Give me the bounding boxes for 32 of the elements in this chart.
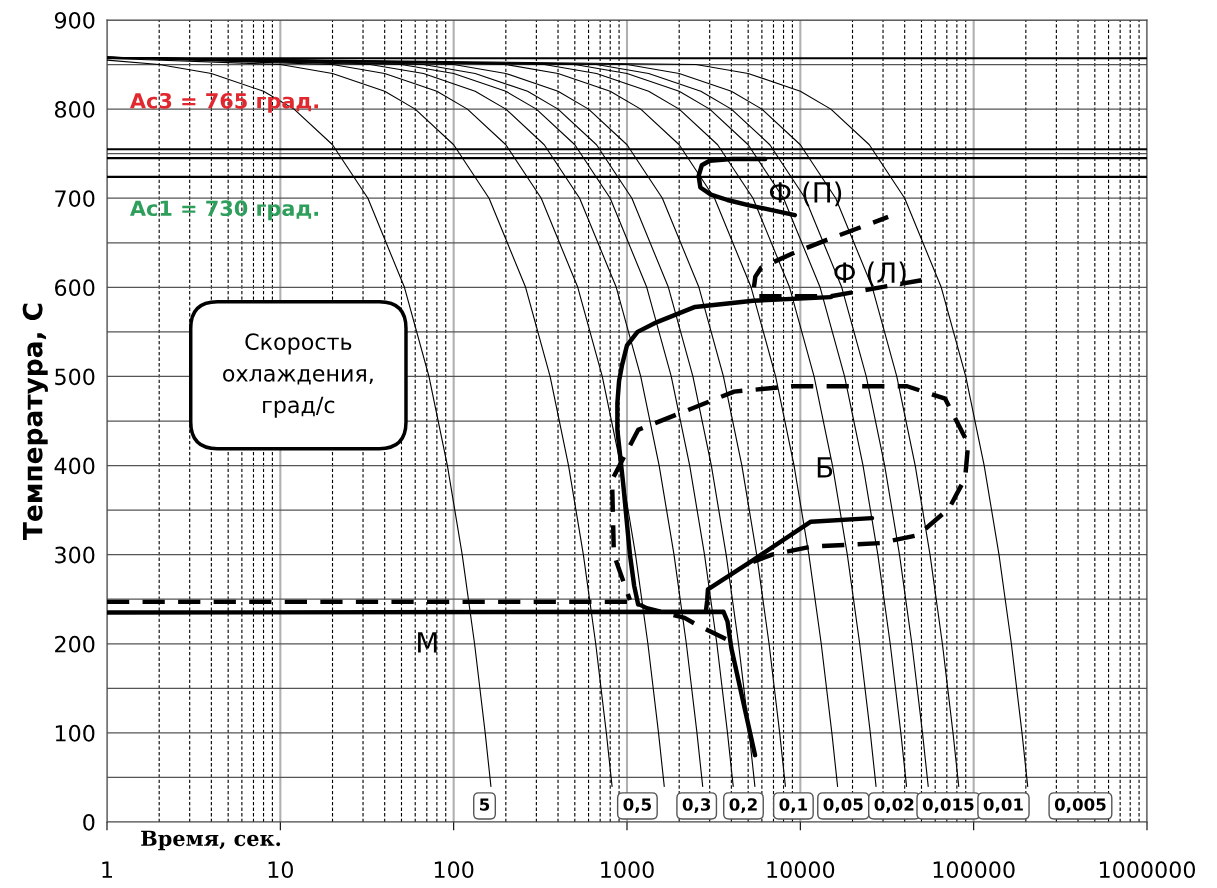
x-tick-label: 100000 [933,861,1015,879]
x-axis-title: Время, сек. [141,830,281,851]
x-tick-label: 1000 [601,861,654,879]
x-tick-label: 10000 [767,861,835,879]
annotation: 0,1 [779,798,808,813]
annotation: М [418,632,437,653]
y-axis-title: Температура, С [22,303,48,540]
annotation: 0,3 [682,798,711,813]
annotation: 0,2 [729,798,757,813]
annotation: 0,01 [983,798,1023,813]
y-tick-label: 800 [54,101,95,118]
annotation: 5 [480,798,490,811]
y-tick-label: 900 [54,11,95,29]
annotation: Скорость охлаждения, град/с [223,333,373,418]
y-tick-label: 0 [83,813,95,831]
annotation: 0,015 [922,798,974,813]
x-tick-label: 100 [434,861,474,879]
annotation: 0,005 [1054,798,1106,813]
y-tick-label: 600 [55,279,95,297]
annotation: 0,02 [874,798,914,813]
y-tick-label: 200 [55,635,95,653]
x-tick-label: 1000000 [1099,861,1196,879]
y-tick-label: 700 [55,190,95,207]
y-tick-label: 400 [54,457,95,475]
x-tick-label: 10 [268,861,293,879]
annotation: 0,5 [623,798,651,813]
y-tick-label: 500 [55,368,95,386]
y-tick-label: 100 [55,724,95,742]
annotation: Ac1 = 730 град. [129,200,319,221]
x-tick-label: 1 [102,861,113,878]
annotation: 0,05 [823,798,863,813]
y-tick-label: 300 [55,546,95,564]
